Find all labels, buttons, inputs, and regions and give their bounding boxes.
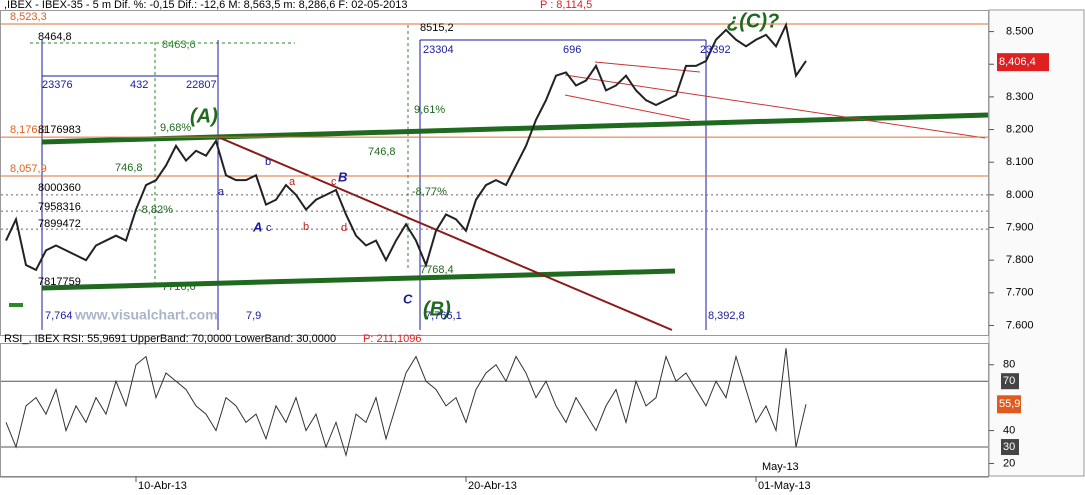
series-line: [5, 348, 807, 458]
annotation: 7716,6: [162, 281, 196, 293]
band-label: 30: [1003, 441, 1015, 453]
annotation: (B): [423, 298, 451, 320]
x-tick-label: 20-Abr-13: [468, 480, 517, 492]
band-label: 70: [1003, 375, 1015, 387]
annotation: 746,8: [368, 146, 396, 158]
series-line: [5, 21, 807, 272]
y-tick-label: 20: [1003, 457, 1015, 469]
band-box: [1001, 373, 1019, 390]
period-label: May-13: [762, 461, 799, 473]
marker: [9, 303, 23, 307]
annotation: 696: [563, 44, 581, 56]
annotation: 8464,8: [38, 31, 72, 43]
annotation: 7899472: [38, 218, 81, 230]
rsi-title-value: P: 211,1096: [363, 333, 422, 345]
annotation: 23376: [42, 79, 73, 91]
y-tick-label: 7.800: [1006, 254, 1034, 266]
annotation: 8176983: [38, 124, 81, 136]
annotation: 22807: [186, 79, 217, 91]
annotation: a: [218, 186, 225, 198]
annotation: c: [331, 176, 337, 188]
annotation: 7,766,1: [425, 310, 462, 322]
annotation: C: [403, 291, 413, 306]
y-tick-label: 80: [1003, 359, 1015, 371]
annotation: d: [341, 222, 347, 234]
trend-line: [41, 268, 676, 291]
annotation: -8,77%: [412, 186, 447, 198]
trend-line: [217, 136, 673, 331]
annotation: b: [265, 156, 271, 168]
last-value-label: 8,406,4: [999, 56, 1036, 68]
annotation: 7768,4: [420, 264, 454, 276]
price-title: ,IBEX - IBEX-35 - 5 m Dif. %: -0,15 Dif.…: [4, 0, 408, 11]
annotation: 8,392,8: [708, 310, 745, 322]
last-value-box: [997, 53, 1049, 72]
channel-line: [564, 94, 691, 121]
y-tick-label: 8.500: [1006, 25, 1034, 37]
y-tick-label: 8.100: [1006, 156, 1034, 168]
level-label: 8,523,3: [10, 11, 47, 23]
y-tick-label: 8.200: [1006, 123, 1034, 135]
x-tick-label: 01-May-13: [758, 480, 811, 492]
last-value-box: [997, 395, 1021, 414]
annotation: 8515,2: [420, 22, 454, 34]
annotation: 9,68%: [160, 122, 191, 134]
rsi-title: RSI_, IBEX RSI: 55,9691 UpperBand: 70,00…: [4, 333, 336, 345]
annotation: c: [266, 222, 272, 234]
annotation: 7,764: [45, 310, 73, 322]
annotation: A: [252, 219, 262, 234]
annotation: (A): [190, 105, 218, 127]
annotation: ¿(C)?: [727, 10, 779, 32]
annotation: 432: [130, 79, 148, 91]
annotation: 746,8: [115, 162, 143, 174]
annotation: 9,61%: [414, 104, 445, 116]
price-title-value: P : 8,114,5: [540, 0, 592, 11]
channel-line: [564, 74, 986, 139]
annotation: 7,9: [246, 310, 261, 322]
annotation: B: [338, 169, 347, 184]
x-tick-label: 10-Abr-13: [138, 480, 187, 492]
y-tick-label: 7.700: [1006, 287, 1034, 299]
annotation: 7958316: [38, 201, 81, 213]
y-tick-label: 7.600: [1006, 319, 1034, 331]
y-tick-label: 8.300: [1006, 91, 1034, 103]
annotation: 8463,6: [162, 39, 196, 51]
annotation: 23392: [700, 44, 731, 56]
annotation: -8,82%: [138, 204, 173, 216]
annotation: 23304: [423, 44, 454, 56]
watermark: www.visualchart.com: [74, 307, 218, 323]
channel-line: [594, 61, 701, 73]
last-value-label: 55,97: [999, 398, 1027, 410]
level-label: 8,176,9: [10, 124, 47, 136]
annotation: a: [289, 176, 296, 188]
annotation: 7817759: [38, 276, 81, 288]
y-tick-label: 7.900: [1006, 221, 1034, 233]
level-label: 8,057,9: [10, 163, 47, 175]
band-box: [1001, 439, 1019, 456]
y-tick-label: 40: [1003, 424, 1015, 436]
y-tick-label: 8.000: [1006, 189, 1034, 201]
annotation: b: [303, 221, 309, 233]
annotation: 8000360: [38, 182, 81, 194]
